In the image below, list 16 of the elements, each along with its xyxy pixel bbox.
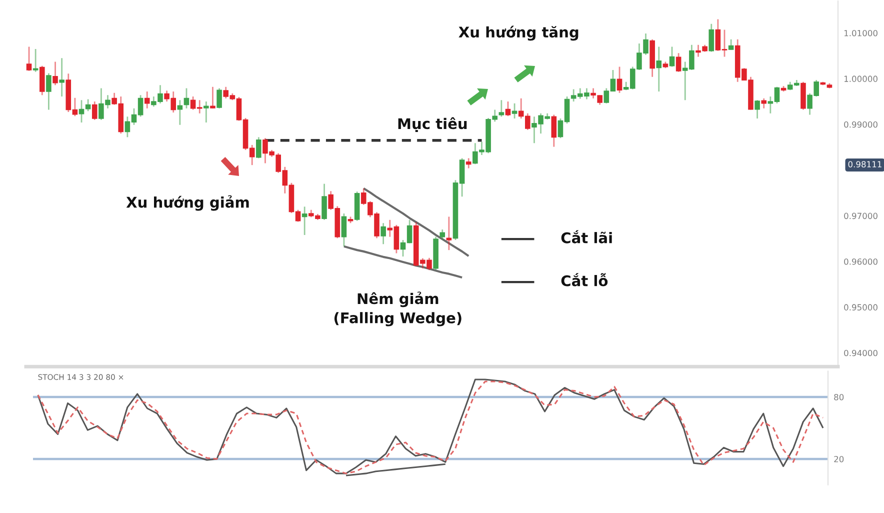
y-tick-label: 80 <box>834 394 844 400</box>
y-tick-label: 1.01000 <box>844 30 878 36</box>
series-label: Cắt lãi <box>561 230 612 244</box>
annotation: Nêm giảm (Falling Wedge) <box>334 292 462 326</box>
text: 0.98111 <box>848 161 882 168</box>
series-label: Mục tiêu <box>398 117 467 132</box>
series-label: Cắt lỗ <box>561 273 608 286</box>
annotation: Xu hướng giảm <box>126 195 249 211</box>
y-tick-label: 0.97000 <box>844 212 878 220</box>
y-tick-label: 20 <box>834 456 844 462</box>
y-tick-label: 1.00000 <box>844 76 878 82</box>
annotation: Xu hướng tăng <box>458 26 578 41</box>
y-tick-label: 0.96000 <box>844 258 878 265</box>
y-tick-label: 0.95000 <box>844 304 878 310</box>
y-tick-label: 0.99000 <box>844 121 878 128</box>
y-tick-label: 0.94000 <box>844 350 878 356</box>
